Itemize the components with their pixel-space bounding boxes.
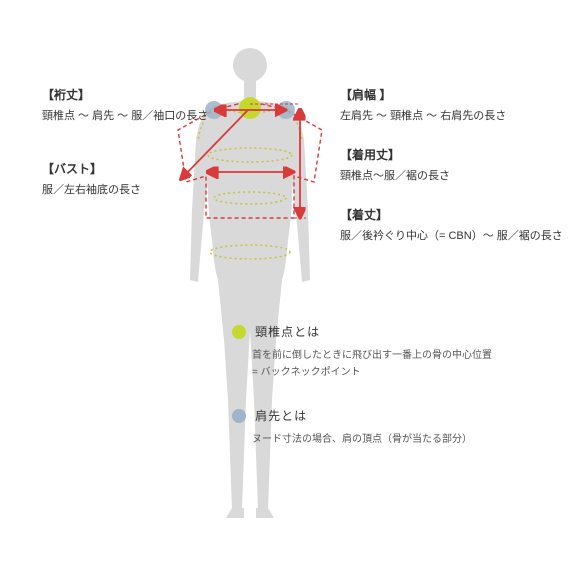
legend-green-desc: 首を前に倒したときに飛び出す一番上の骨の中心位置 = バックネックポイント <box>252 347 552 381</box>
label-yuki-desc: 頸椎点 ～ 肩先 ～ 服／袖口の長さ <box>42 108 208 126</box>
label-yuki-title: 【裄丈】 <box>42 86 208 105</box>
green-dot-icon <box>232 325 246 339</box>
legend-blue: 肩先とは ヌード寸法の場合、肩の頂点（骨が当たる部分） <box>232 406 552 448</box>
label-kitake-desc: 服／後衿ぐり中心（= CBN）～ 服／裾の長さ <box>340 228 563 246</box>
label-bust-title: 【バスト】 <box>42 160 141 179</box>
blue-dot-icon <box>232 409 246 423</box>
legend-blue-desc: ヌード寸法の場合、肩の頂点（骨が当たる部分） <box>252 431 552 448</box>
label-bust: 【バスト】 服／左右袖底の長さ <box>42 160 141 200</box>
label-bust-desc: 服／左右袖底の長さ <box>42 182 141 200</box>
legend-blue-title: 肩先とは <box>255 409 307 423</box>
label-kata: 【肩幅 】 左肩先 ～ 頸椎点 ～ 右肩先の長さ <box>340 86 506 126</box>
label-kitake-title: 【着丈】 <box>340 206 563 225</box>
legend-green: 頸椎点とは 首を前に倒したときに飛び出す一番上の骨の中心位置 = バックネックポ… <box>232 322 552 381</box>
label-kata-desc: 左肩先 ～ 頸椎点 ～ 右肩先の長さ <box>340 108 506 126</box>
label-chakuyo-title: 【着用丈】 <box>340 146 450 165</box>
label-chakuyo-desc: 頸椎点～服／裾の長さ <box>340 168 450 186</box>
label-kata-title: 【肩幅 】 <box>340 86 506 105</box>
label-chakuyo: 【着用丈】 頸椎点～服／裾の長さ <box>340 146 450 186</box>
label-kitake: 【着丈】 服／後衿ぐり中心（= CBN）～ 服／裾の長さ <box>340 206 563 246</box>
legend-green-title: 頸椎点とは <box>255 325 320 339</box>
label-yuki: 【裄丈】 頸椎点 ～ 肩先 ～ 服／袖口の長さ <box>42 86 208 126</box>
